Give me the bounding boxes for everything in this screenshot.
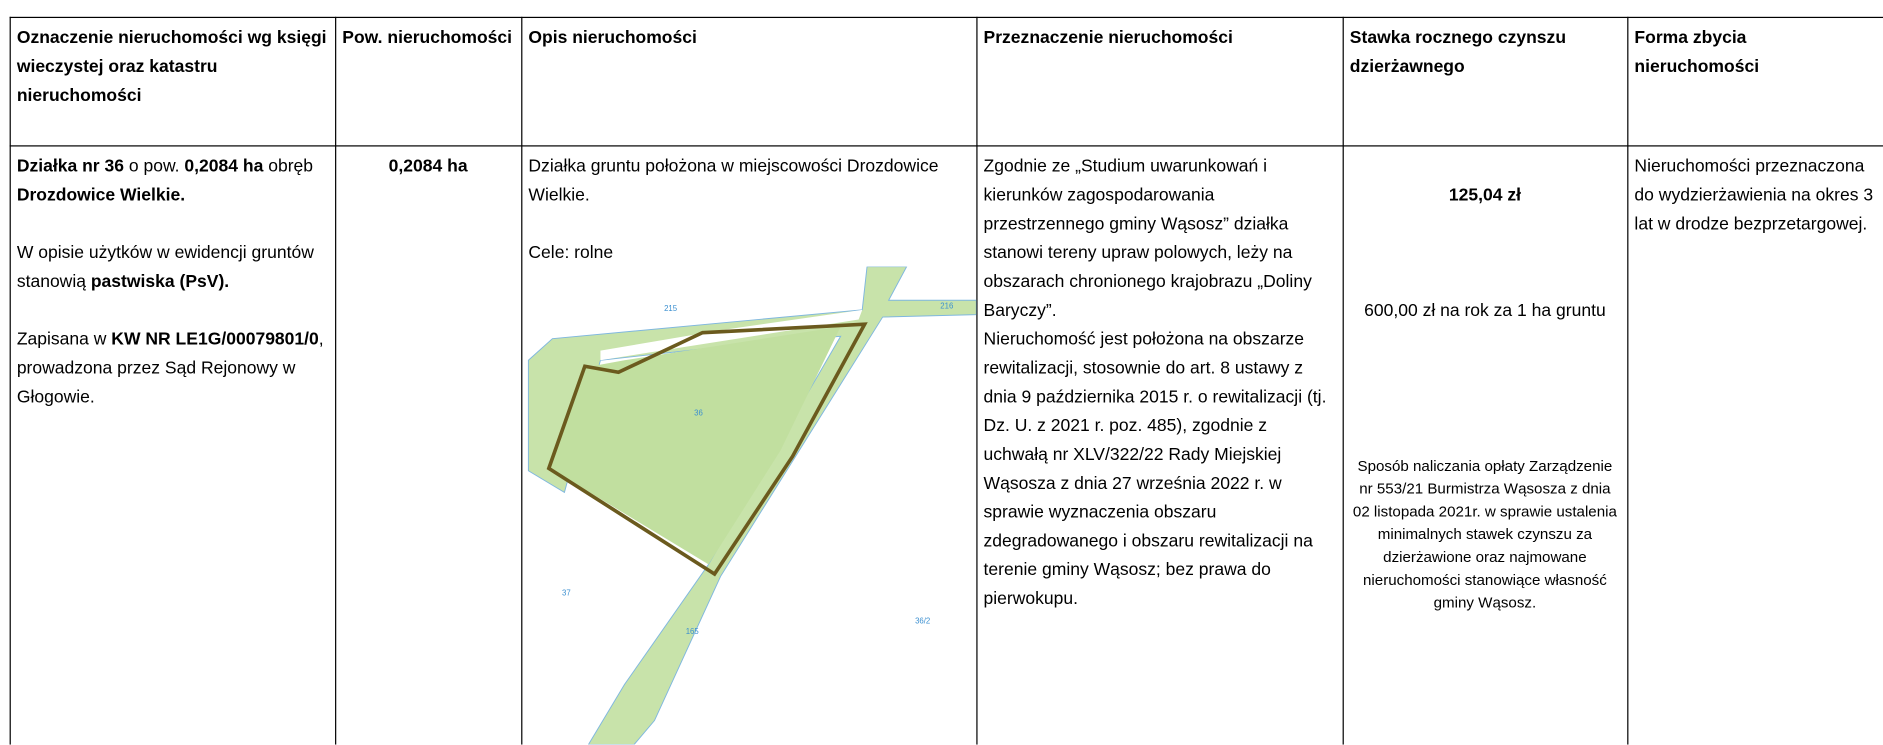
- header-cell: Stawka rocznego czynszu dzierżawnego: [1349, 28, 1567, 77]
- text: Zapisana w: [16, 330, 112, 350]
- table-cell: Działka nr 36 o pow. 0,2084 ha obręb Dro…: [10, 147, 335, 447]
- map-label: 165: [686, 627, 700, 636]
- rule: [976, 16, 978, 745]
- table-cell: Zgodnie ze „Studium uwarunkowań i kierun…: [976, 147, 1342, 620]
- text: 600,00 zł na rok za 1 ha gruntu: [1364, 301, 1606, 321]
- text: , prowadzona przez Sąd Rejonowy w Głogow…: [16, 330, 324, 408]
- map-area: [550, 326, 841, 565]
- text: Sposób naliczania opłaty Zarządzenie nr …: [1352, 457, 1617, 612]
- map-label: 37: [562, 589, 571, 598]
- header-cell: Forma zbycia nieruchomości: [1634, 28, 1760, 77]
- map-label: 36: [694, 409, 703, 418]
- map-label: 216: [940, 302, 953, 311]
- paragraph: Zgodnie ze „Studium uwarunkowań i kierun…: [984, 153, 1336, 326]
- rule: [9, 16, 11, 745]
- map-strip: [527, 266, 977, 745]
- paragraph: W opisie użytków w ewidencji gruntów sta…: [17, 239, 328, 297]
- bold-text: 125,04 zł: [1448, 186, 1521, 206]
- bold-text: Drozdowice Wielkie.: [16, 186, 186, 206]
- bold-text: pastwiska (PsV).: [90, 272, 230, 292]
- paragraph: 600,00 zł na rok za 1 ha gruntu: [1350, 297, 1620, 326]
- paragraph: Nieruchomość jest położona na obszarze r…: [984, 325, 1336, 613]
- rule: [9, 16, 1883, 19]
- paragraph: Nieruchomości przeznaczona do wydzierżaw…: [1634, 153, 1875, 239]
- rule: [1342, 16, 1344, 745]
- rule: [9, 145, 1883, 147]
- parcel-map: 215 216 36 37 165 36/2: [527, 266, 977, 745]
- text: Nieruchomości przeznaczona do wydzierżaw…: [1634, 157, 1874, 235]
- text: o pow.: [123, 157, 185, 177]
- text: Nieruchomość jest położona na obszarze r…: [983, 330, 1327, 609]
- bold-text: KW NR LE1G/00079801/0: [111, 330, 319, 350]
- paragraph: 125,04 zł: [1350, 181, 1620, 210]
- bold-text: Działka nr 36: [16, 157, 124, 177]
- rule: [1627, 16, 1629, 745]
- paragraph: Cele: rolne: [528, 239, 969, 268]
- map-gap: [600, 309, 863, 361]
- rule: [335, 16, 337, 745]
- map-label: 215: [664, 304, 678, 313]
- bold-text: 0,2084 ha: [184, 157, 264, 177]
- header-cell: Przeznaczenie nieruchomości: [983, 28, 1233, 49]
- rule: [521, 16, 523, 745]
- paragraph: Zapisana w KW NR LE1G/00079801/0, prowad…: [17, 325, 328, 411]
- table-cell: 0,2084 ha: [335, 147, 521, 217]
- text: Działka gruntu położona w miejscowości D…: [528, 157, 939, 206]
- text: W opisie użytków w ewidencji gruntów sta…: [16, 243, 314, 292]
- header-cell: Opis nieruchomości: [528, 28, 697, 49]
- text: obręb: [263, 157, 314, 177]
- table-cell: Nieruchomości przeznaczona do wydzierżaw…: [1627, 147, 1883, 274]
- table-cell: Działka gruntu położona w miejscowości D…: [521, 147, 976, 303]
- header-cell: Pow. nieruchomości: [342, 28, 513, 49]
- table-cell: 125,04 zł 600,00 zł na rok za 1 ha gruntu…: [1343, 147, 1628, 650]
- text: Cele: rolne: [528, 243, 614, 263]
- map-label: 36/2: [915, 616, 930, 625]
- paragraph: Działka nr 36 o pow. 0,2084 ha obręb Dro…: [17, 153, 328, 211]
- bold-text: 0,2084 ha: [388, 157, 468, 177]
- header-cell: Oznaczenie nieruchomości wg księgi wiecz…: [16, 28, 327, 106]
- paragraph: Działka gruntu położona w miejscowości D…: [528, 153, 969, 211]
- parcel-outline: [546, 322, 868, 577]
- text: Zgodnie ze „Studium uwarunkowań i kierun…: [983, 157, 1312, 321]
- paragraph: Sposób naliczania opłaty Zarządzenie nr …: [1350, 455, 1620, 615]
- paragraph: 0,2084 ha: [342, 153, 514, 182]
